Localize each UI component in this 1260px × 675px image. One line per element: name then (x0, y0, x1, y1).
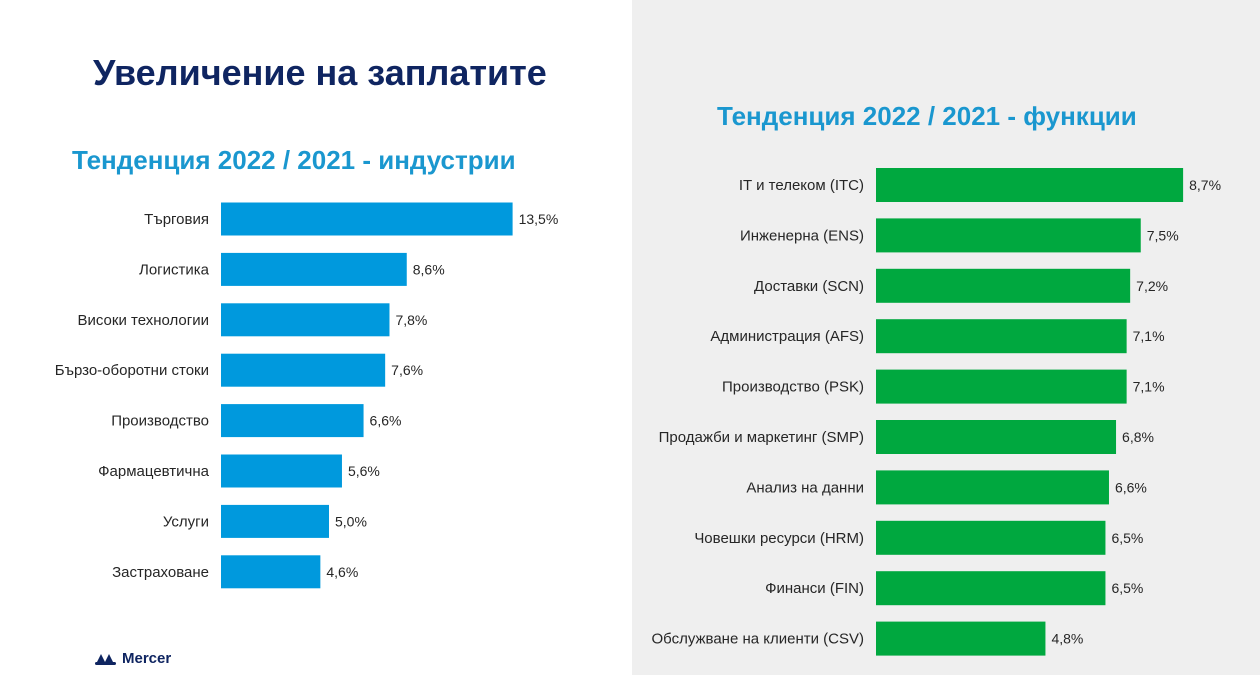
function-bar (876, 470, 1109, 505)
industry-category-label: Търговия (144, 211, 209, 228)
function-category-label: Администрация (AFS) (710, 328, 864, 345)
industry-bar (221, 303, 390, 337)
industries-bar-chart: Търговия 13,5% Логистика 8,6% Високи техноло… (55, 202, 559, 589)
function-bar (876, 319, 1127, 354)
function-category-label: Производство (PSK) (722, 379, 864, 396)
function-bar (876, 218, 1141, 253)
function-bar (876, 571, 1106, 606)
industry-value-label: 13,5% (519, 211, 559, 227)
function-value-label: 6,5% (1111, 530, 1143, 546)
industry-category-label: Производство (111, 413, 209, 430)
industry-bar (221, 454, 342, 488)
function-category-label: IT и телеком (ITC) (739, 177, 864, 194)
function-category-label: Продажби и маркетинг (SMP) (659, 429, 864, 446)
function-value-label: 7,5% (1147, 227, 1179, 243)
function-value-label: 7,1% (1133, 328, 1165, 344)
function-value-label: 7,2% (1136, 278, 1168, 294)
industry-value-label: 5,0% (335, 513, 367, 529)
function-category-label: Обслужване на клиенти (CSV) (651, 631, 864, 648)
function-bar (876, 369, 1127, 404)
function-value-label: 6,5% (1111, 580, 1143, 596)
brand-name: Mercer (122, 650, 172, 667)
function-value-label: 4,8% (1051, 631, 1083, 647)
function-category-label: Доставки (SCN) (754, 278, 864, 295)
functions-chart-title: Тенденция 2022 / 2021 - функции (717, 101, 1137, 131)
function-bar (876, 420, 1117, 454)
function-bar (876, 621, 1046, 656)
industry-value-label: 7,6% (391, 362, 423, 378)
industry-value-label: 8,6% (413, 261, 445, 277)
function-value-label: 6,6% (1115, 479, 1147, 495)
mercer-logo: Mercer (95, 650, 171, 667)
function-category-label: Анализ на данни (746, 479, 864, 496)
industry-bar (221, 252, 407, 286)
function-value-label: 7,1% (1133, 379, 1165, 395)
industry-bar (221, 555, 321, 589)
function-category-label: Човешки ресурси (HRM) (694, 530, 864, 547)
industry-category-label: Фармацевтична (98, 463, 209, 480)
industries-chart-title: Тенденция 2022 / 2021 - индустрии (72, 145, 516, 175)
industry-value-label: 5,6% (348, 463, 380, 479)
function-value-label: 8,7% (1189, 177, 1221, 193)
industry-value-label: 4,6% (326, 564, 358, 580)
industry-bar (221, 404, 364, 438)
function-category-label: Инженерна (ENS) (740, 227, 864, 244)
industry-category-label: Високи технологии (77, 312, 209, 329)
industry-category-label: Бързо-оборотни стоки (55, 362, 209, 379)
function-value-label: 6,8% (1122, 429, 1154, 445)
function-bar (876, 268, 1131, 303)
industry-category-label: Застраховане (112, 564, 209, 581)
page-title: Увеличение на заплатите (93, 52, 547, 93)
industry-bar (221, 202, 513, 236)
industry-bar (221, 353, 386, 387)
function-category-label: Финанси (FIN) (765, 580, 864, 597)
mercer-logo-icon (95, 653, 116, 665)
industry-value-label: 6,6% (370, 413, 402, 429)
function-bar (876, 168, 1184, 202)
function-bar (876, 520, 1106, 555)
industry-category-label: Услуги (163, 513, 209, 530)
industry-category-label: Логистика (139, 261, 210, 278)
industry-bar (221, 504, 329, 538)
industry-value-label: 7,8% (395, 312, 427, 328)
